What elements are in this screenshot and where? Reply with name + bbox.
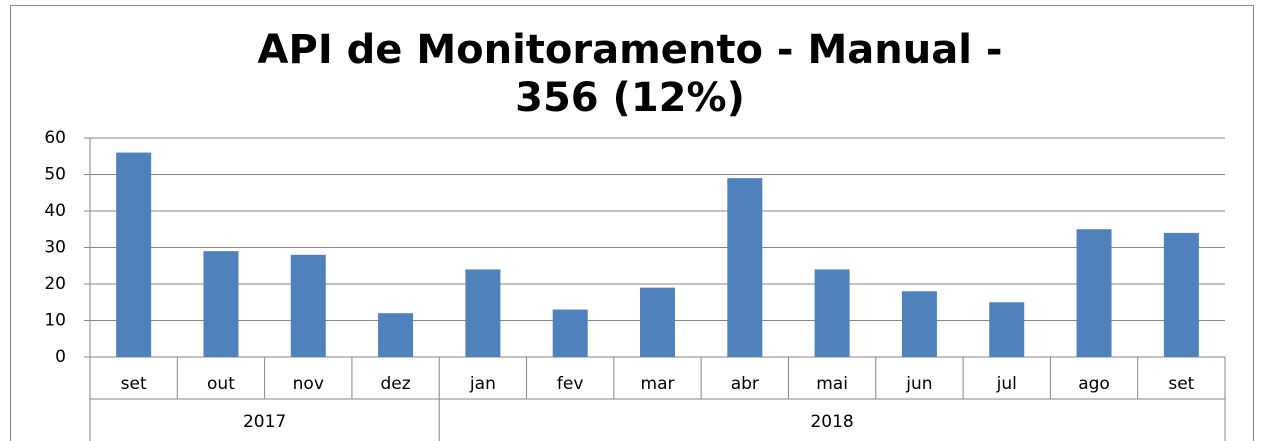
x-tick-label: set <box>121 374 147 394</box>
x-tick-label: dez <box>380 374 410 394</box>
y-tick-label: 60 <box>44 128 66 148</box>
y-tick-label: 0 <box>55 347 66 367</box>
x-tick-label: mar <box>641 374 675 394</box>
x-tick-label: ago <box>1078 374 1110 394</box>
x-tick-label: fev <box>557 374 584 394</box>
x-tick-label: jun <box>905 374 932 394</box>
y-tick-label: 50 <box>44 165 66 185</box>
bar <box>814 269 850 357</box>
x-tick-label: nov <box>293 374 324 394</box>
bar <box>727 178 763 357</box>
bar <box>901 291 937 357</box>
bar <box>1163 232 1199 357</box>
bar <box>203 251 239 357</box>
bar <box>552 309 588 357</box>
chart-title: API de Monitoramento - Manual - 356 (12%… <box>257 27 1003 121</box>
bar <box>116 152 152 357</box>
y-tick-label: 20 <box>44 274 66 294</box>
x-tick-label: out <box>207 374 235 394</box>
x-tick-label: jan <box>469 374 496 394</box>
chart-frame <box>10 5 1254 441</box>
bar <box>640 287 675 357</box>
bar <box>378 313 414 357</box>
x-tick-label: jul <box>996 374 1017 394</box>
bar <box>989 302 1025 357</box>
x-tick-label: abr <box>731 374 759 394</box>
y-tick-label: 40 <box>44 201 66 221</box>
y-tick-label: 10 <box>44 311 66 331</box>
x-tick-label: mai <box>816 374 848 394</box>
y-tick-label: 30 <box>44 238 66 258</box>
x-tick-label: set <box>1168 374 1194 394</box>
bar <box>290 254 326 357</box>
bar <box>465 269 501 357</box>
group-label: 2018 <box>810 412 853 432</box>
group-label: 2017 <box>243 412 286 432</box>
bar <box>1076 229 1112 357</box>
